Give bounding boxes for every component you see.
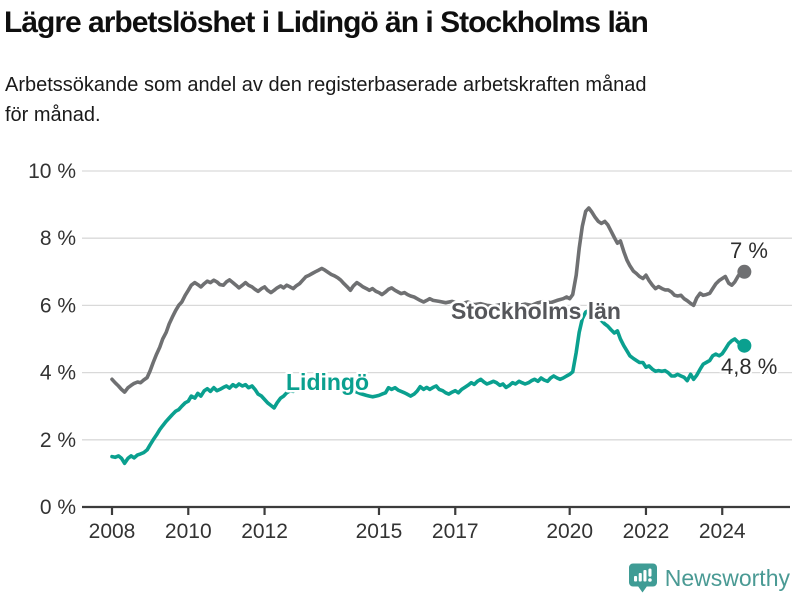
- series-line-lidingo: [110, 308, 747, 466]
- x-tick-label: 2010: [165, 520, 212, 543]
- newsworthy-logo-icon: [628, 563, 657, 593]
- y-tick-label: 10 %: [28, 160, 76, 183]
- brand-footer: Newsworthy: [628, 563, 790, 594]
- x-tick-label: 2012: [241, 520, 288, 543]
- series-line-stockholm: [110, 206, 747, 394]
- x-tick-label: 2022: [623, 520, 670, 543]
- series-label: Lidingö: [286, 369, 369, 395]
- x-tick-label: 2008: [89, 520, 136, 543]
- series-end-dot: [737, 264, 752, 279]
- x-tick-label: 2017: [432, 520, 479, 543]
- y-tick-label: 4 %: [40, 362, 76, 385]
- x-tick-label: 2024: [699, 520, 746, 543]
- y-tick-label: 6 %: [40, 294, 76, 317]
- page-subtitle: Arbetssökande som andel av den registerb…: [5, 74, 647, 126]
- series-label: Stockholms län: [451, 298, 621, 324]
- y-tick-label: 2 %: [40, 429, 76, 452]
- y-tick-label: 0 %: [40, 496, 76, 519]
- x-tick-label: 2020: [546, 520, 593, 543]
- x-tick-label: 2015: [356, 520, 403, 543]
- page-title: Lägre arbetslöshet i Lidingö än i Stockh…: [4, 6, 649, 39]
- brand-name: Newsworthy: [664, 565, 790, 591]
- series-end-dot: [737, 338, 752, 353]
- series-end-value-label: 4,8 %: [721, 354, 777, 379]
- series-end-value-label: 7 %: [730, 238, 768, 263]
- y-tick-label: 8 %: [40, 227, 76, 250]
